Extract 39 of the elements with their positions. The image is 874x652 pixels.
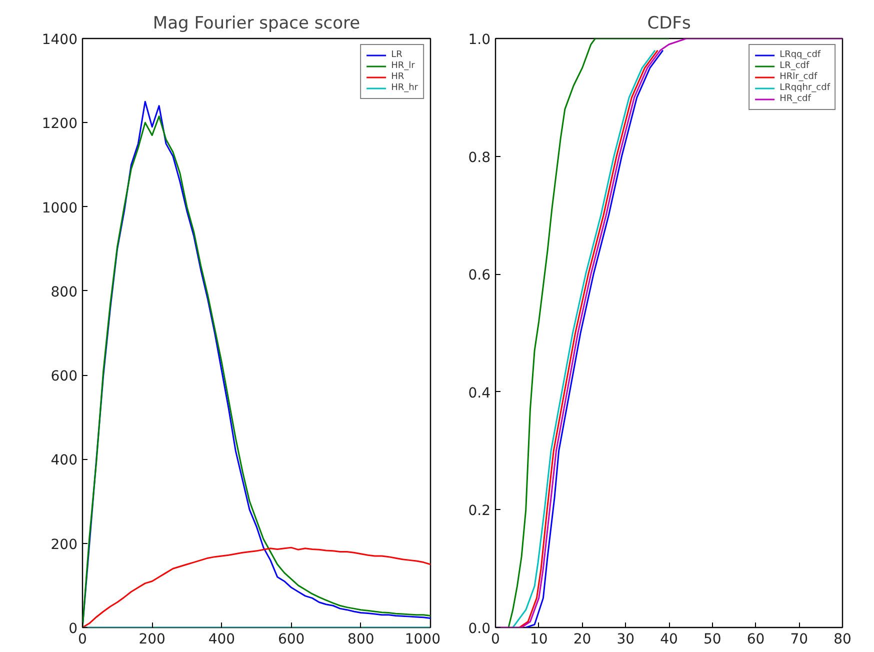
x-tick-label: 60 bbox=[746, 632, 765, 648]
x-tick-label: 50 bbox=[703, 632, 722, 648]
y-tick-label: 1400 bbox=[42, 32, 78, 48]
legend-label: HR bbox=[391, 72, 406, 82]
y-tick-label: 400 bbox=[50, 452, 78, 469]
x-tick-label: 40 bbox=[660, 632, 678, 648]
y-tick-label: 0.0 bbox=[468, 621, 490, 637]
legend-label: LRqq_cdf bbox=[780, 50, 821, 60]
x-tick-label: 800 bbox=[348, 632, 374, 648]
legend-label: HR_lr bbox=[391, 61, 415, 71]
y-tick-label: 0.6 bbox=[468, 268, 491, 284]
legend-label: HR_hr bbox=[391, 83, 418, 93]
y-tick-label: 0 bbox=[68, 621, 78, 637]
x-tick-label: 30 bbox=[616, 632, 635, 648]
x-tick-label: 200 bbox=[138, 632, 166, 648]
legend-label: LRqqhr_cdf bbox=[780, 83, 830, 93]
y-tick-label: 200 bbox=[50, 536, 78, 553]
y-tick-label: 1200 bbox=[42, 116, 78, 132]
chart-title: CDFs bbox=[647, 14, 691, 34]
x-tick-label: 20 bbox=[573, 632, 592, 648]
y-tick-label: 800 bbox=[50, 284, 78, 300]
legend-label: HR_cdf bbox=[780, 94, 811, 104]
chart-title: Mag Fourier space score bbox=[152, 14, 360, 34]
line-series bbox=[496, 38, 842, 628]
y-tick-label: 0.8 bbox=[468, 150, 490, 166]
x-tick-label: 80 bbox=[834, 632, 852, 648]
x-tick-label: 10 bbox=[530, 632, 548, 648]
y-tick-label: 0.2 bbox=[468, 503, 490, 520]
y-tick-label: 0.4 bbox=[468, 385, 491, 402]
x-tick-label: 70 bbox=[790, 632, 808, 648]
legend-label: LR bbox=[391, 50, 404, 60]
y-tick-label: 600 bbox=[50, 368, 78, 385]
y-tick-label: 1.0 bbox=[468, 32, 490, 48]
x-tick-label: 400 bbox=[208, 632, 236, 648]
x-tick-label: 1000 bbox=[404, 632, 441, 648]
legend-label: HRlr_cdf bbox=[780, 72, 818, 82]
y-tick-label: 1000 bbox=[42, 200, 78, 216]
legend-label: LR_cdf bbox=[780, 61, 810, 71]
x-tick-label: 600 bbox=[278, 632, 305, 648]
